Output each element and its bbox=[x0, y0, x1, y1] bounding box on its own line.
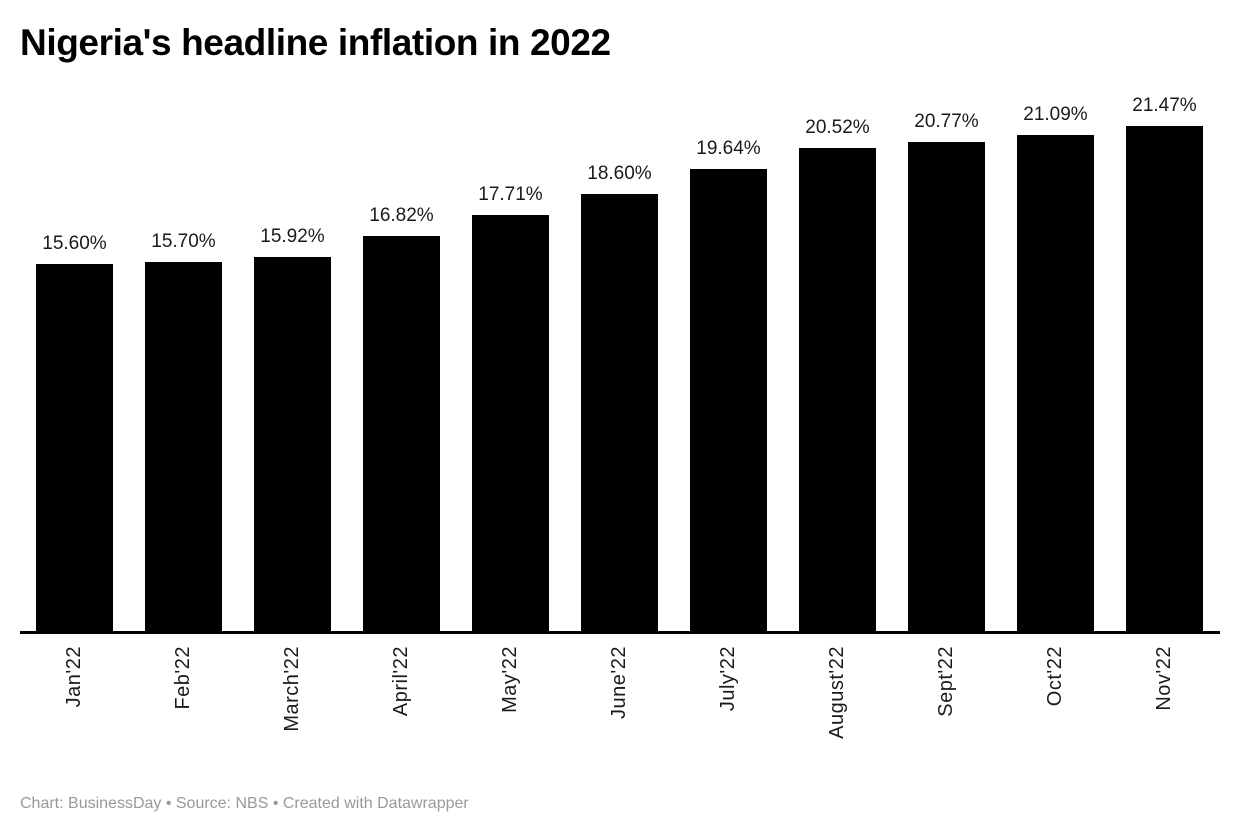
x-axis-baseline bbox=[20, 631, 1220, 634]
bar-March'22 bbox=[254, 257, 331, 632]
bar-value-label: 21.09% bbox=[1023, 104, 1088, 125]
bar-value-label: 15.92% bbox=[260, 226, 325, 247]
bar-value-label: 15.70% bbox=[151, 231, 216, 252]
bar-Nov'22 bbox=[1126, 126, 1203, 632]
bar-value-label: 16.82% bbox=[369, 205, 434, 226]
bar-value-label: 19.64% bbox=[696, 138, 761, 159]
bar-August'22 bbox=[799, 148, 876, 632]
bar-Feb'22 bbox=[145, 262, 222, 632]
bar-value-label: 15.60% bbox=[42, 233, 107, 254]
bar-Sept'22 bbox=[908, 142, 985, 632]
bar-value-label: 21.47% bbox=[1132, 95, 1197, 116]
chart-title: Nigeria's headline inflation in 2022 bbox=[20, 22, 611, 63]
bar-July'22 bbox=[690, 169, 767, 632]
bar-May'22 bbox=[472, 215, 549, 632]
bar-April'22 bbox=[363, 236, 440, 632]
bar-Jan'22 bbox=[36, 264, 113, 632]
bar-value-label: 20.52% bbox=[805, 117, 870, 138]
bar-value-label: 18.60% bbox=[587, 163, 652, 184]
bar-Oct'22 bbox=[1017, 135, 1094, 632]
bar-June'22 bbox=[581, 194, 658, 632]
bar-value-label: 17.71% bbox=[478, 184, 543, 205]
bar-value-label: 20.77% bbox=[914, 111, 979, 132]
chart-footer-attribution: Chart: BusinessDay • Source: NBS • Creat… bbox=[20, 795, 469, 812]
